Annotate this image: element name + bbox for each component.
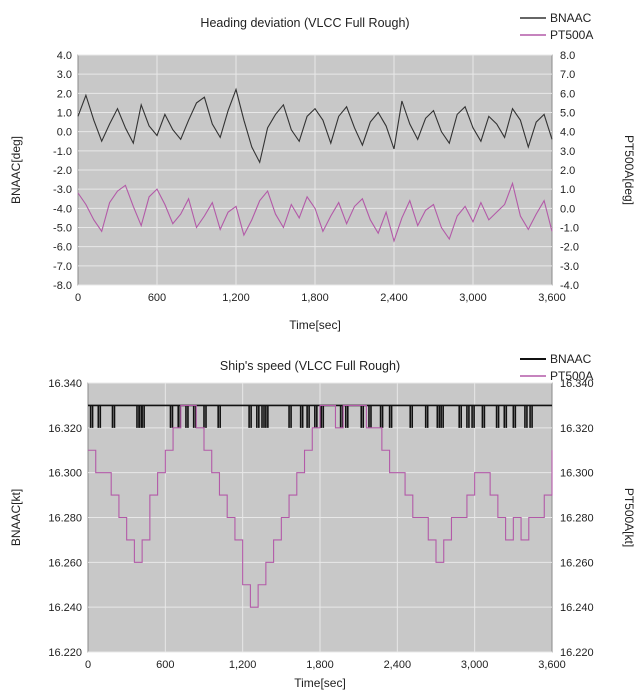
y2-tick-label: 7.0 bbox=[560, 69, 575, 81]
x-tick-label: 0 bbox=[75, 292, 81, 304]
x-tick-label: 2,400 bbox=[384, 659, 412, 671]
legend-label-pt500a: PT500A bbox=[550, 369, 593, 383]
y-tick-label: -3.0 bbox=[53, 184, 72, 196]
y-tick-label: 3.0 bbox=[57, 69, 72, 81]
y-tick-label: -1.0 bbox=[53, 146, 72, 158]
chart-title: Ship's speed (VLCC Full Rough) bbox=[220, 359, 400, 373]
x-tick-label: 600 bbox=[156, 659, 174, 671]
y-tick-label: 0.0 bbox=[57, 127, 72, 139]
y-tick-label: 16.280 bbox=[48, 513, 82, 525]
y2-tick-label: -4.0 bbox=[560, 280, 579, 292]
y-tick-label: 16.240 bbox=[48, 602, 82, 614]
y2-axis-label: PT500A[kt] bbox=[622, 488, 636, 547]
y2-tick-label: 6.0 bbox=[560, 88, 575, 100]
y-tick-label: 16.340 bbox=[48, 378, 82, 390]
y-tick-label: 16.300 bbox=[48, 468, 82, 480]
y2-tick-label: 4.0 bbox=[560, 127, 575, 139]
y-tick-label: -2.0 bbox=[53, 165, 72, 177]
x-tick-label: 3,000 bbox=[461, 659, 489, 671]
y-tick-label: -8.0 bbox=[53, 280, 72, 292]
y2-tick-label: 16.340 bbox=[560, 378, 594, 390]
y2-tick-label: 2.0 bbox=[560, 165, 575, 177]
y2-tick-label: 16.280 bbox=[560, 513, 594, 525]
y2-tick-label: -2.0 bbox=[560, 242, 579, 254]
x-tick-label: 1,200 bbox=[222, 292, 250, 304]
y2-tick-label: 0.0 bbox=[560, 203, 575, 215]
y2-tick-label: 16.320 bbox=[560, 423, 594, 435]
legend-label-bnaac: BNAAC bbox=[550, 11, 592, 25]
y-tick-label: -7.0 bbox=[53, 261, 72, 273]
x-axis-label: Time[sec] bbox=[294, 676, 346, 690]
x-tick-label: 1,800 bbox=[306, 659, 334, 671]
x-tick-label: 1,200 bbox=[229, 659, 257, 671]
legend-label-pt500a: PT500A bbox=[550, 28, 593, 42]
y-tick-label: 1.0 bbox=[57, 108, 72, 120]
y2-tick-label: -3.0 bbox=[560, 261, 579, 273]
series-line-bnaac bbox=[77, 87, 553, 164]
y-tick-label: 16.320 bbox=[48, 423, 82, 435]
y2-tick-label: -1.0 bbox=[560, 223, 579, 235]
y2-tick-label: 16.300 bbox=[560, 468, 594, 480]
x-tick-label: 3,600 bbox=[538, 292, 566, 304]
y-axis-label: BNAAC[kt] bbox=[9, 489, 23, 546]
y2-axis-label: PT500A[deg] bbox=[622, 135, 636, 205]
y-tick-label: 2.0 bbox=[57, 88, 72, 100]
chart-title: Heading deviation (VLCC Full Rough) bbox=[200, 16, 409, 30]
y-tick-label: 16.260 bbox=[48, 557, 82, 569]
y-axis-label: BNAAC[deg] bbox=[9, 136, 23, 204]
y-tick-label: -6.0 bbox=[53, 242, 72, 254]
series-line-pt500a bbox=[88, 404, 553, 608]
x-tick-label: 0 bbox=[85, 659, 91, 671]
x-tick-label: 600 bbox=[148, 292, 166, 304]
y2-tick-label: 16.240 bbox=[560, 602, 594, 614]
y-tick-label: 4.0 bbox=[57, 50, 72, 62]
legend-label-bnaac: BNAAC bbox=[550, 352, 592, 366]
x-axis-label: Time[sec] bbox=[289, 318, 341, 332]
x-tick-label: 3,600 bbox=[538, 659, 566, 671]
y2-tick-label: 8.0 bbox=[560, 50, 575, 62]
y2-tick-label: 3.0 bbox=[560, 146, 575, 158]
y-tick-label: 16.220 bbox=[48, 647, 82, 659]
y-tick-label: -4.0 bbox=[53, 203, 72, 215]
x-tick-label: 2,400 bbox=[380, 292, 408, 304]
x-tick-label: 3,000 bbox=[459, 292, 487, 304]
series-line-pt500a bbox=[77, 181, 553, 243]
x-tick-label: 1,800 bbox=[301, 292, 329, 304]
y-tick-label: -5.0 bbox=[53, 223, 72, 235]
y2-tick-label: 16.260 bbox=[560, 557, 594, 569]
y2-tick-label: 16.220 bbox=[560, 647, 594, 659]
y2-tick-label: 1.0 bbox=[560, 184, 575, 196]
y2-tick-label: 5.0 bbox=[560, 108, 575, 120]
